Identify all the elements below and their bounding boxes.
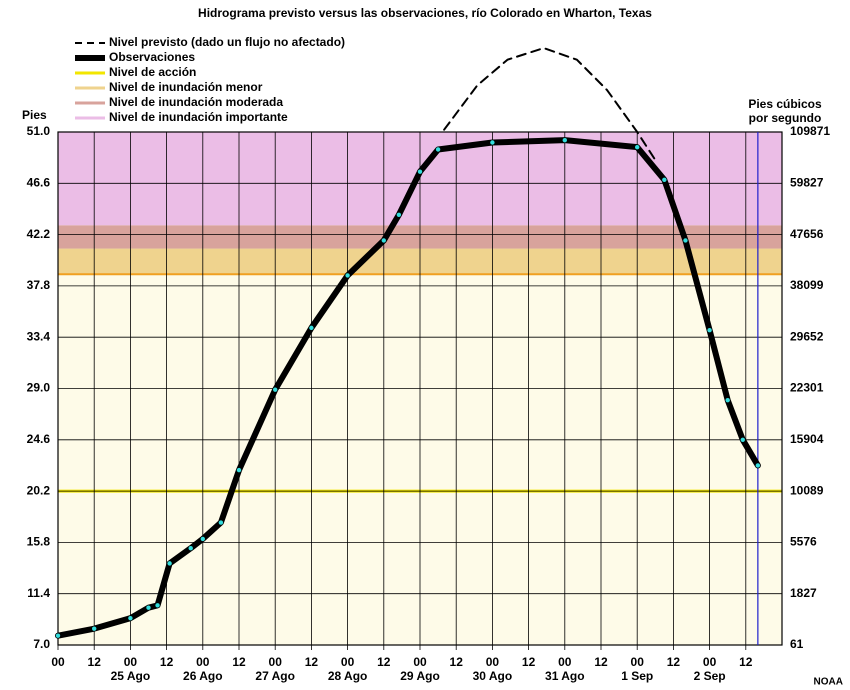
observation-point [417, 169, 423, 174]
y-tick-label: 15.8 [27, 535, 51, 549]
y2-tick-label: 29652 [790, 329, 824, 343]
x-tick-label: 12 [88, 655, 102, 669]
y2-tick-label: 38099 [790, 278, 824, 292]
y2-tick-label: 61 [790, 637, 804, 651]
x-tick-label: 00 [703, 655, 717, 669]
observation-point [146, 605, 151, 610]
observation-point [309, 325, 314, 331]
legend-label: Nivel de inundación menor [109, 80, 263, 94]
observation-point [155, 603, 160, 608]
observation-point [396, 212, 402, 217]
y-tick-label: 24.6 [27, 432, 51, 446]
x-tick-label: 00 [341, 655, 355, 669]
y-tick-label: 37.8 [27, 278, 51, 292]
y2-tick-label: 15904 [790, 432, 824, 446]
x-tick-label: 00 [486, 655, 500, 669]
x-tick-label: 12 [739, 655, 753, 669]
y-tick-label: 11.4 [27, 586, 50, 600]
observation-point [490, 140, 495, 145]
x-tick-label: 00 [558, 655, 572, 669]
date-label: 28 Ago [328, 669, 368, 683]
x-tick-label: 12 [305, 655, 319, 669]
x-tick-label: 12 [450, 655, 464, 669]
y2-tick-label: 109871 [790, 124, 830, 138]
x-tick-label: 12 [232, 655, 246, 669]
date-label: 27 Ago [255, 669, 295, 683]
observation-point [55, 633, 61, 638]
plot-border [57, 131, 783, 646]
observation-point [128, 615, 133, 621]
y-tick-label: 29.0 [27, 381, 51, 395]
y-tick-label: 46.6 [27, 175, 51, 189]
x-tick-label: 12 [594, 655, 608, 669]
x-tick-label: 12 [667, 655, 681, 669]
observed-line [55, 137, 761, 639]
legend-label: Nivel previsto (dado un flujo no afectad… [109, 35, 345, 49]
observation-point [435, 147, 441, 152]
observation-point [562, 137, 567, 143]
observation-point [755, 463, 761, 468]
observation-point [662, 177, 667, 183]
legend-label: Observaciones [109, 50, 195, 64]
y2-tick-label: 1827 [790, 586, 817, 600]
observation-point [273, 387, 278, 392]
x-tick-label: 00 [269, 655, 283, 669]
date-label: 30 Ago [473, 669, 513, 683]
legend-label: Nivel de inundación importante [109, 110, 288, 124]
y-tick-label: 42.2 [27, 227, 51, 241]
observation-point [725, 397, 730, 403]
y-tick-label: 7.0 [33, 637, 50, 651]
y2-tick-label: 10089 [790, 483, 824, 497]
y2-tick-label: 47656 [790, 227, 824, 241]
x-tick-label: 00 [413, 655, 427, 669]
observation-point [200, 536, 205, 542]
x-tick-label: 12 [160, 655, 174, 669]
y-axis-label: Pies [22, 108, 47, 122]
date-label: 25 Ago [111, 669, 151, 683]
observation-point [167, 561, 172, 566]
x-tick-label: 00 [124, 655, 138, 669]
x-tick-label: 12 [377, 655, 391, 669]
observation-point [188, 546, 193, 551]
y-tick-label: 20.2 [27, 483, 51, 497]
legend-label: Nivel de acción [109, 65, 196, 79]
observation-point [92, 626, 97, 631]
y2-axis-label: Pies cúbicos [748, 97, 822, 111]
observation-point [381, 238, 386, 243]
date-label: 29 Ago [400, 669, 440, 683]
observation-point [740, 437, 745, 442]
observation-point [345, 273, 350, 278]
x-tick-label: 00 [631, 655, 645, 669]
y-tick-label: 33.4 [27, 329, 51, 343]
observation-point [683, 238, 688, 243]
y2-tick-label: 59827 [790, 175, 824, 189]
observation-point [635, 144, 640, 150]
y2-axis-label: por segundo [749, 111, 822, 125]
x-tick-label: 00 [51, 655, 65, 669]
y2-tick-label: 5576 [790, 535, 817, 549]
date-label: 2 Sep [694, 669, 726, 683]
chart-title: Hidrograma previsto versus las observaci… [198, 6, 652, 20]
source: NOAA [814, 677, 843, 688]
x-tick-label: 00 [196, 655, 210, 669]
y-tick-label: 51.0 [27, 124, 51, 138]
date-label: 31 Ago [545, 669, 585, 683]
observation-point [236, 467, 242, 473]
observation-point [218, 520, 224, 525]
legend-label: Nivel de inundación moderada [109, 95, 283, 109]
forecast-line [443, 47, 657, 161]
y2-tick-label: 22301 [790, 381, 824, 395]
date-label: 26 Ago [183, 669, 223, 683]
date-label: 1 Sep [621, 669, 653, 683]
observation-point [707, 328, 712, 333]
x-tick-label: 12 [522, 655, 536, 669]
